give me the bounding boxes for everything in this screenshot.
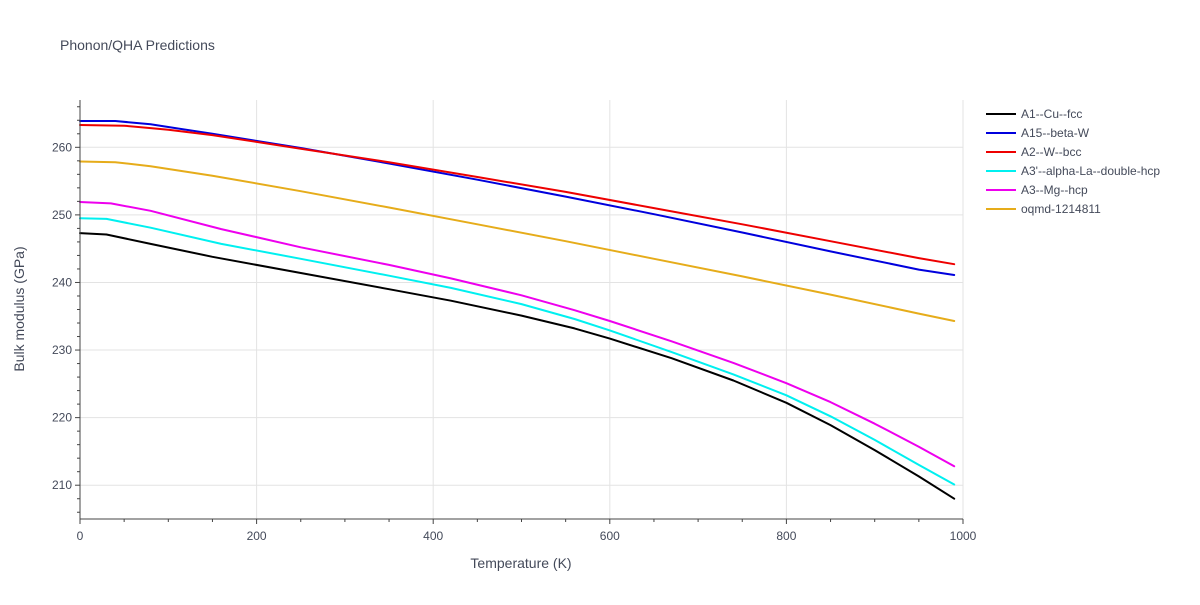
legend-label: A3--Mg--hcp	[1021, 183, 1088, 197]
x-tick-label: 600	[600, 529, 620, 543]
x-axis-title: Temperature (K)	[470, 555, 571, 571]
series-line[interactable]	[79, 232, 956, 500]
series-line[interactable]	[79, 201, 956, 468]
series-line[interactable]	[79, 120, 956, 276]
x-tick-label: 1000	[950, 529, 977, 543]
legend-item[interactable]: oqmd-1214811	[986, 202, 1101, 216]
legend[interactable]: A1--Cu--fcc A15--beta-W A2--W--bcc A3'--alp…	[986, 107, 1160, 216]
legend-label: A3'--alpha-La--double-hcp	[1021, 164, 1160, 178]
x-tick-label: 0	[77, 529, 84, 543]
legend-item[interactable]: A1--Cu--fcc	[986, 107, 1082, 121]
legend-label: A2--W--bcc	[1021, 145, 1081, 159]
series-line[interactable]	[79, 124, 956, 266]
y-tick-label: 230	[52, 343, 72, 357]
legend-label: A15--beta-W	[1021, 126, 1090, 140]
legend-item[interactable]: A3--Mg--hcp	[986, 183, 1088, 197]
legend-item[interactable]: A15--beta-W	[986, 126, 1090, 140]
y-axis-title: Bulk modulus (GPa)	[11, 246, 27, 371]
series-line[interactable]	[79, 217, 956, 486]
y-tick-label: 240	[52, 275, 72, 289]
legend-item[interactable]: A2--W--bcc	[986, 145, 1081, 159]
x-tick-label: 800	[776, 529, 796, 543]
y-tick-label: 210	[52, 478, 72, 492]
series-layer	[79, 120, 956, 500]
grid-layer	[80, 100, 964, 519]
legend-label: A1--Cu--fcc	[1021, 107, 1082, 121]
y-tick-label: 250	[52, 208, 72, 222]
x-tick-label: 200	[247, 529, 267, 543]
y-tick-label: 220	[52, 411, 72, 425]
legend-label: oqmd-1214811	[1021, 202, 1101, 216]
y-tick-label: 260	[52, 140, 72, 154]
series-line[interactable]	[79, 160, 956, 322]
axes-layer: 0 200 400 600 800 1000 210 220 230 240 250 260	[52, 100, 977, 543]
chart-title: Phonon/QHA Predictions	[60, 37, 215, 53]
legend-item[interactable]: A3'--alpha-La--double-hcp	[986, 164, 1160, 178]
x-tick-label: 400	[423, 529, 443, 543]
